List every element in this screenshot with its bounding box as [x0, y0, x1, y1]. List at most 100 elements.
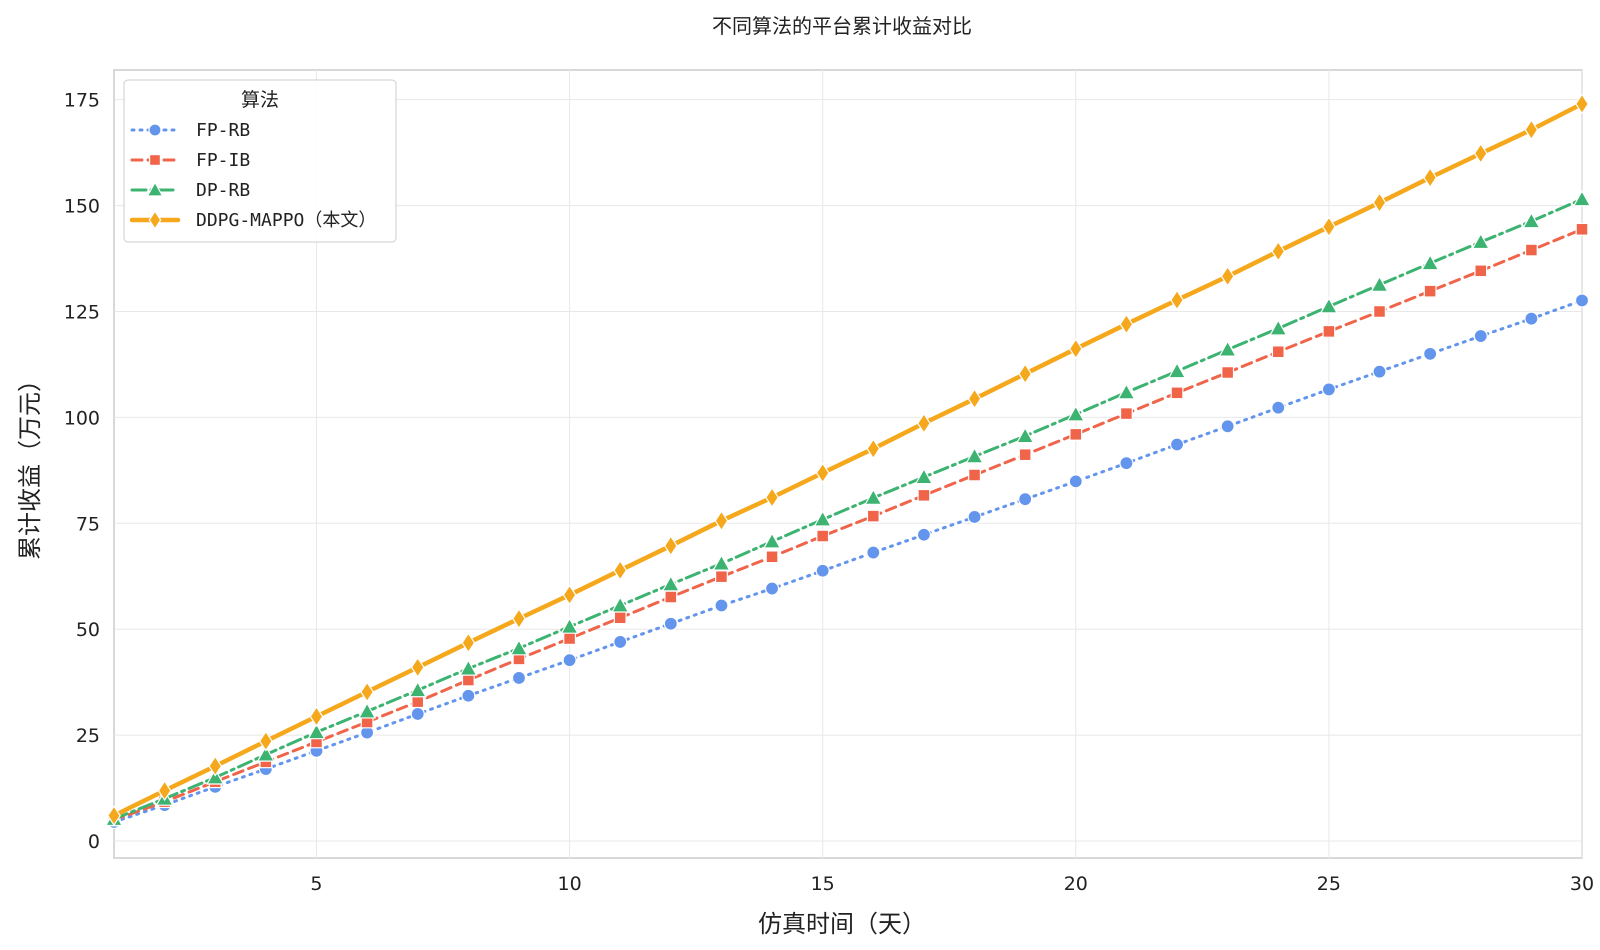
data-point [563, 632, 577, 645]
legend-label: DP-RB [196, 180, 250, 201]
data-point [1420, 253, 1440, 271]
series-line [112, 227, 1584, 822]
data-point [815, 563, 830, 578]
data-point [1018, 492, 1033, 507]
data-point [714, 570, 728, 584]
data-point [916, 527, 932, 542]
data-point [968, 468, 982, 482]
data-point [1271, 400, 1286, 415]
data-point [357, 702, 377, 719]
y-tick-label: 100 [64, 407, 100, 429]
data-point [1269, 319, 1288, 336]
legend-marker [148, 210, 162, 230]
x-tick-label: 30 [1570, 873, 1594, 895]
legend-marker [149, 154, 162, 167]
data-point [1167, 361, 1187, 379]
data-point [107, 805, 121, 827]
data-point [661, 574, 680, 592]
data-point [157, 780, 172, 802]
data-point [1370, 275, 1389, 292]
data-point [714, 510, 729, 532]
legend-items: FP-RB FP-IB DP-RB DDPG-MAPPO（本文） [129, 120, 376, 231]
chart-title: 不同算法的平台累计收益对比 [712, 14, 972, 38]
data-point [917, 488, 931, 502]
data-point [1018, 363, 1033, 385]
data-point [1117, 383, 1136, 400]
data-point [663, 616, 678, 631]
y-tick-label: 0 [88, 831, 100, 853]
data-point [613, 634, 628, 650]
data-point [459, 659, 478, 676]
ticks: 5 10 15 20 25 30 0 25 50 75 100 125 150 175 [64, 90, 1594, 895]
data-point [664, 590, 678, 604]
x-tick-label: 5 [310, 873, 322, 895]
series-3 [107, 93, 1589, 827]
data-point [816, 529, 830, 543]
data-point [1321, 382, 1336, 397]
data-point [208, 755, 223, 777]
data-point [762, 532, 782, 549]
y-tick-label: 150 [64, 196, 100, 218]
data-point [764, 581, 780, 596]
data-point [765, 486, 779, 508]
data-point [562, 653, 577, 668]
data-point [258, 730, 273, 752]
data-point [411, 695, 425, 709]
data-point [611, 596, 630, 613]
data-point [1575, 93, 1589, 115]
data-point [1218, 340, 1237, 357]
y-tick-label: 25 [76, 725, 100, 747]
data-point [1575, 222, 1589, 236]
data-point [866, 509, 880, 523]
data-point [461, 632, 476, 654]
data-point [1471, 232, 1490, 250]
data-point [712, 554, 731, 571]
y-tick-label: 125 [64, 301, 100, 323]
legend-marker [148, 123, 162, 137]
y-tick-label: 75 [76, 513, 100, 535]
data-point [815, 462, 830, 484]
data-point [1220, 265, 1235, 287]
data-point [965, 447, 984, 464]
data-point [560, 617, 579, 634]
data-point [1271, 345, 1285, 359]
data-point [1372, 364, 1387, 379]
data-point [410, 706, 425, 722]
data-point [1068, 338, 1083, 360]
data-point [1170, 289, 1184, 311]
data-point [1069, 427, 1083, 441]
data-point [408, 680, 427, 698]
data-point [1170, 386, 1184, 400]
data-point [509, 638, 529, 656]
x-axis-label: 仿真时间（天） [758, 910, 926, 938]
data-point [1572, 189, 1592, 207]
data-point [1066, 405, 1085, 422]
data-point [1221, 366, 1235, 379]
data-point [1473, 328, 1488, 344]
data-point [1473, 142, 1488, 164]
y-tick-label: 50 [76, 619, 100, 641]
data-point [1322, 216, 1336, 238]
data-point [1423, 284, 1437, 298]
series-line [112, 197, 1584, 821]
data-point [360, 681, 374, 703]
series-line [111, 101, 1585, 818]
data-point [967, 388, 982, 410]
data-point [1220, 419, 1235, 434]
data-point [1373, 305, 1386, 318]
data-point [562, 584, 577, 606]
data-point [1119, 313, 1134, 335]
data-point [613, 611, 627, 625]
data-point [1574, 293, 1590, 308]
data-point [1524, 119, 1539, 141]
legend-marker [146, 181, 164, 197]
data-point [1322, 324, 1336, 338]
y-axis-label: 累计收益（万元） [16, 368, 44, 560]
data-point [1018, 448, 1032, 462]
data-point [307, 722, 326, 740]
legend: 算法 FP-RB FP-IB DP-RB DDPG-MAPPO（本文） [123, 79, 397, 243]
data-point [864, 488, 883, 505]
data-point [410, 656, 425, 678]
data-point [1474, 264, 1488, 278]
data-point [1522, 211, 1541, 229]
